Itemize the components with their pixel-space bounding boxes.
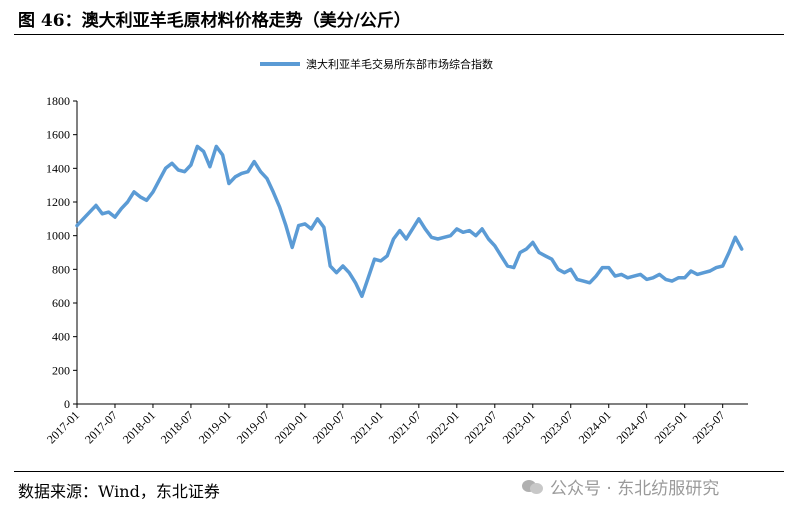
x-tick-label: 2019-01 [196, 408, 234, 446]
y-tick-label: 1200 [46, 195, 70, 209]
y-tick-label: 1800 [46, 94, 70, 108]
x-tick-label: 2024-01 [576, 408, 614, 446]
wechat-icon [522, 478, 544, 496]
x-tick-label: 2018-07 [158, 408, 196, 446]
figure-title: 图 46：澳大利亚羊毛原材料价格走势（美分/公斤） [18, 11, 411, 31]
x-tick-label: 2018-01 [120, 408, 158, 446]
x-tick-label: 2021-07 [386, 408, 424, 446]
x-tick-label: 2020-07 [310, 408, 348, 446]
y-tick-label: 200 [52, 363, 70, 377]
y-tick-label: 1600 [46, 128, 70, 142]
x-tick-label: 2022-01 [424, 408, 462, 446]
watermark: 公众号 · 东北纺服研究 [522, 474, 719, 499]
source-rule [14, 471, 784, 472]
source-note: 数据来源：Wind，东北证券 [18, 482, 220, 501]
title-rule [14, 34, 784, 35]
x-tick-label: 2017-07 [82, 408, 120, 446]
x-tick-label: 2017-01 [44, 408, 82, 446]
series-line [75, 144, 744, 299]
watermark-text: 公众号 · 东北纺服研究 [550, 479, 720, 499]
y-tick-label: 1000 [46, 229, 70, 243]
x-tick-label: 2023-07 [538, 408, 576, 446]
x-tick-label: 2025-07 [690, 408, 728, 446]
y-tick-label: 800 [52, 262, 70, 276]
x-tick-label: 2022-07 [462, 408, 500, 446]
x-tick-label: 2023-01 [500, 408, 538, 446]
x-tick-label: 2024-07 [614, 408, 652, 446]
wool-price-chart: 0 200 400 600 800 1000 1200 1400 1600 1800 2017-01… [44, 57, 748, 446]
legend-label: 澳大利亚羊毛交易所东部市场综合指数 [306, 57, 493, 71]
y-tick-label: 400 [52, 330, 70, 344]
x-tick-label: 2019-07 [234, 408, 272, 446]
y-tick-label: 1400 [46, 161, 70, 175]
x-tick-label: 2020-01 [272, 408, 310, 446]
x-tick-label: 2021-01 [348, 408, 386, 446]
y-tick-label: 0 [64, 397, 70, 411]
x-tick-label: 2025-01 [652, 408, 690, 446]
y-tick-label: 600 [52, 296, 70, 310]
